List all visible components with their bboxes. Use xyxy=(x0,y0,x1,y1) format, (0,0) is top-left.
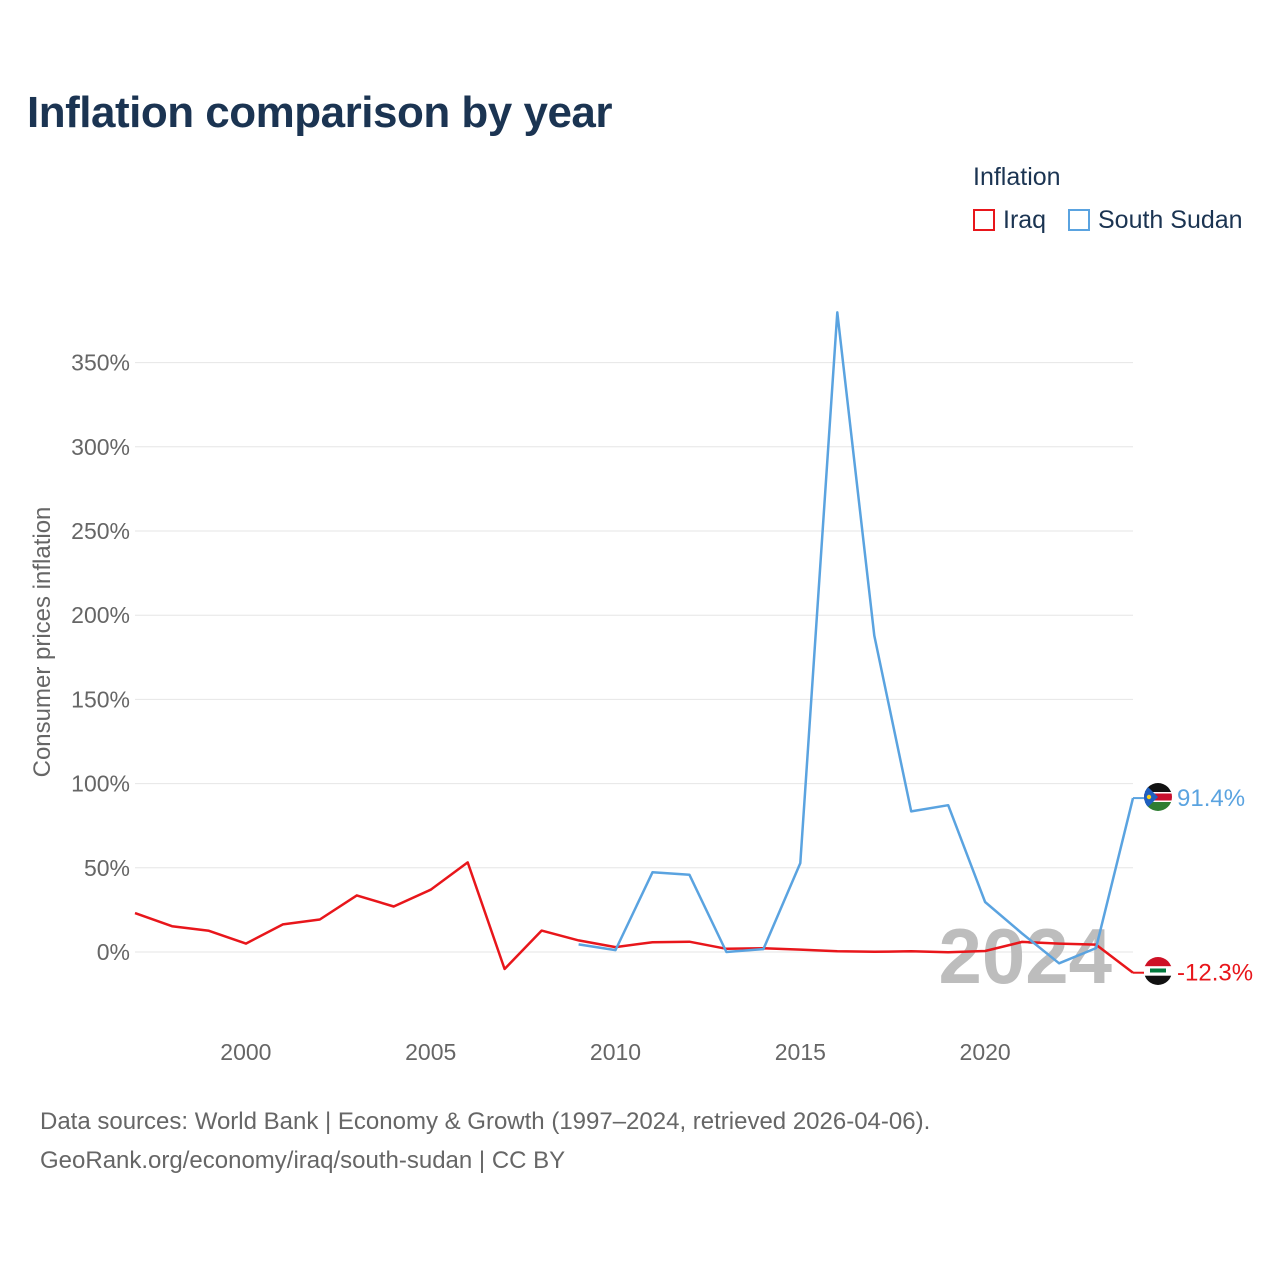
footer-link[interactable]: GeoRank.org/economy/iraq/south-sudan | C… xyxy=(40,1147,566,1174)
legend-swatch-iraq xyxy=(973,209,995,231)
legend-swatch-south-sudan xyxy=(1068,209,1090,231)
y-axis-label: Consumer prices inflation xyxy=(29,507,56,778)
y-tick-label: 100% xyxy=(71,771,130,797)
y-tick-label: 50% xyxy=(84,855,130,881)
series-line-iraq[interactable] xyxy=(134,861,1134,974)
year-watermark: 2024 xyxy=(938,912,1112,1000)
legend-label-iraq: Iraq xyxy=(1003,205,1047,234)
y-tick-label: 350% xyxy=(71,350,130,376)
end-value-label-iraq: -12.3% xyxy=(1177,960,1253,987)
y-tick-label: 150% xyxy=(71,686,130,712)
iraq-flag-icon xyxy=(1144,957,1172,985)
chart-title: Inflation comparison by year xyxy=(27,88,613,137)
line-chart: 0% 50% 100% 150% 200% 250% 300% 350% 2000 2005 20… xyxy=(29,311,1253,1065)
legend-title: Inflation xyxy=(973,163,1061,191)
y-tick-label: 250% xyxy=(71,518,130,544)
x-tick-label: 2000 xyxy=(220,1039,271,1065)
x-tick-label: 2005 xyxy=(405,1039,456,1065)
footer-source: Data sources: World Bank | Economy & Gro… xyxy=(40,1108,931,1135)
y-tick-label: 200% xyxy=(71,602,130,628)
end-value-label-south-sudan: 91.4% xyxy=(1177,785,1245,812)
legend-item-iraq[interactable]: Iraq xyxy=(973,205,1046,235)
x-tick-label: 2015 xyxy=(775,1039,826,1065)
legend-item-south-sudan[interactable]: South Sudan xyxy=(1068,205,1243,235)
legend-label-south-sudan: South Sudan xyxy=(1098,205,1243,234)
y-tick-label: 300% xyxy=(71,434,130,460)
south-sudan-flag-icon xyxy=(1144,783,1172,811)
series-line-south-sudan[interactable] xyxy=(578,311,1135,965)
y-tick-label: 0% xyxy=(97,939,130,965)
x-tick-label: 2010 xyxy=(590,1039,641,1065)
x-tick-label: 2020 xyxy=(960,1039,1011,1065)
